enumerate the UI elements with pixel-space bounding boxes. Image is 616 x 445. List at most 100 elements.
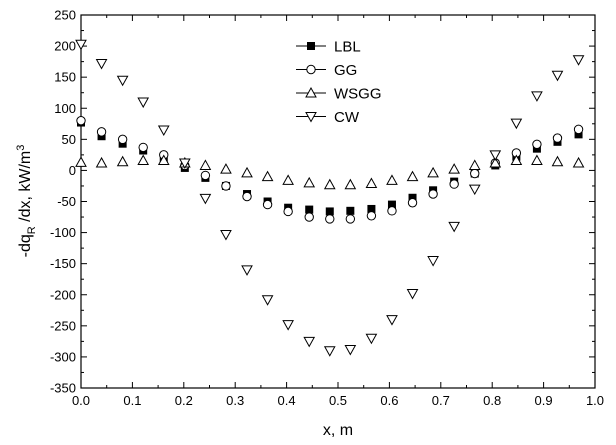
y-axis-title: -dqR /dx, kW/m3 <box>15 145 38 258</box>
data-point-wsgg <box>220 163 232 174</box>
data-point-gg <box>138 142 148 153</box>
series-lbl <box>77 118 583 216</box>
y-tick-label: -250 <box>50 318 76 333</box>
data-point-wsgg <box>510 154 523 165</box>
x-tick-label: 0.1 <box>123 393 141 408</box>
x-tick-labels: 0.0 0.1 0.2 0.3 0.4 0.5 0.6 0.7 0.8 0.9 1.0 <box>72 393 604 408</box>
data-point-cw <box>323 346 336 357</box>
data-point-cw <box>241 265 253 276</box>
series-layer <box>75 39 585 357</box>
data-point-cw <box>572 55 585 66</box>
data-point-gg <box>366 211 377 221</box>
data-point-wsgg <box>468 159 481 170</box>
data-point-wsgg <box>199 159 212 170</box>
series-gg <box>76 115 584 224</box>
legend-item-lbl: LBL <box>296 39 361 56</box>
axis-ticks <box>80 14 596 389</box>
data-point-wsgg <box>489 156 502 168</box>
data-point-cw <box>468 184 481 196</box>
legend-label: WSGG <box>334 86 382 103</box>
y-tick-label: -50 <box>57 194 76 209</box>
data-point-cw <box>365 333 378 345</box>
data-point-wsgg <box>303 176 316 188</box>
data-point-gg <box>552 133 563 143</box>
y-tick-label: 100 <box>54 101 76 116</box>
data-point-lbl <box>305 205 314 214</box>
y-tick-label: -200 <box>50 287 76 302</box>
legend-label: CW <box>334 109 360 126</box>
data-point-cw <box>157 125 170 137</box>
data-point-gg <box>449 179 459 189</box>
data-point-wsgg <box>116 155 129 167</box>
legend-item-gg: GG <box>296 62 357 79</box>
legend-item-wsgg: WSGG <box>296 86 382 103</box>
data-point-cw <box>95 58 108 70</box>
data-point-cw <box>406 289 419 300</box>
legend-label: LBL <box>334 39 361 56</box>
data-point-gg <box>387 206 397 216</box>
x-tick-label: 0.9 <box>535 393 553 408</box>
data-point-gg <box>117 134 128 145</box>
legend-label: GG <box>334 62 357 79</box>
data-point-cw <box>489 150 502 161</box>
data-point-cw <box>137 97 150 109</box>
y-tick-label: -300 <box>50 349 76 364</box>
data-point-gg <box>242 191 252 202</box>
data-point-wsgg <box>323 178 336 190</box>
data-point-gg <box>532 139 542 150</box>
data-point-cw <box>75 39 87 51</box>
data-point-wsgg <box>344 178 357 190</box>
data-point-wsgg <box>427 166 439 178</box>
x-tick-label: 0.2 <box>175 393 193 408</box>
x-tick-label: 1.0 <box>586 393 604 408</box>
x-tick-label: 0.0 <box>72 393 90 408</box>
data-point-wsgg <box>551 155 564 167</box>
data-point-cw <box>531 91 543 102</box>
data-point-gg <box>283 206 293 217</box>
data-point-wsgg <box>157 154 170 165</box>
legend: LBL GG WSGG CW <box>296 39 382 126</box>
data-point-lbl <box>325 207 334 216</box>
y-tick-label: -100 <box>50 225 76 240</box>
data-point-cw <box>199 193 212 205</box>
data-point-gg <box>428 189 438 199</box>
data-point-cw <box>261 295 274 306</box>
legend-marker <box>306 64 316 75</box>
x-tick-label: 0.4 <box>278 393 296 408</box>
data-point-cw <box>178 158 191 169</box>
data-point-wsgg <box>365 177 378 188</box>
data-point-cw <box>344 344 357 356</box>
x-tick-label: 0.8 <box>483 393 501 408</box>
y-tick-label: 50 <box>62 132 76 147</box>
y-tick-label: -350 <box>50 381 76 396</box>
x-tick-label: 0.5 <box>329 393 347 408</box>
data-point-wsgg <box>241 166 253 178</box>
y-tick-label: 150 <box>54 70 76 85</box>
legend-marker <box>305 86 317 98</box>
series-cw <box>75 39 585 357</box>
y-tick-label: 200 <box>54 39 76 54</box>
data-point-wsgg <box>406 170 419 182</box>
data-point-cw <box>116 75 129 87</box>
data-point-gg <box>304 212 314 222</box>
data-point-gg <box>200 170 211 181</box>
y-tick-label: -150 <box>50 256 76 271</box>
data-point-cw <box>448 221 461 233</box>
legend-marker <box>305 112 317 123</box>
data-point-gg <box>76 115 86 126</box>
legend-marker <box>307 42 315 50</box>
data-point-cw <box>551 70 564 82</box>
data-point-gg <box>325 214 335 224</box>
data-point-wsgg <box>282 174 294 185</box>
data-point-wsgg <box>137 154 150 165</box>
data-point-gg <box>407 198 418 208</box>
x-axis-title: x, m <box>323 422 353 439</box>
y-tick-label: 0 <box>69 163 76 178</box>
data-point-wsgg <box>386 174 398 185</box>
data-point-wsgg <box>572 156 585 168</box>
y-tick-labels: 250 200 150 100 50 0 -50 -100 -150 -200 -250 -300 -3… <box>50 8 76 396</box>
legend-item-cw: CW <box>296 109 360 126</box>
y-tick-label: 250 <box>54 8 76 23</box>
